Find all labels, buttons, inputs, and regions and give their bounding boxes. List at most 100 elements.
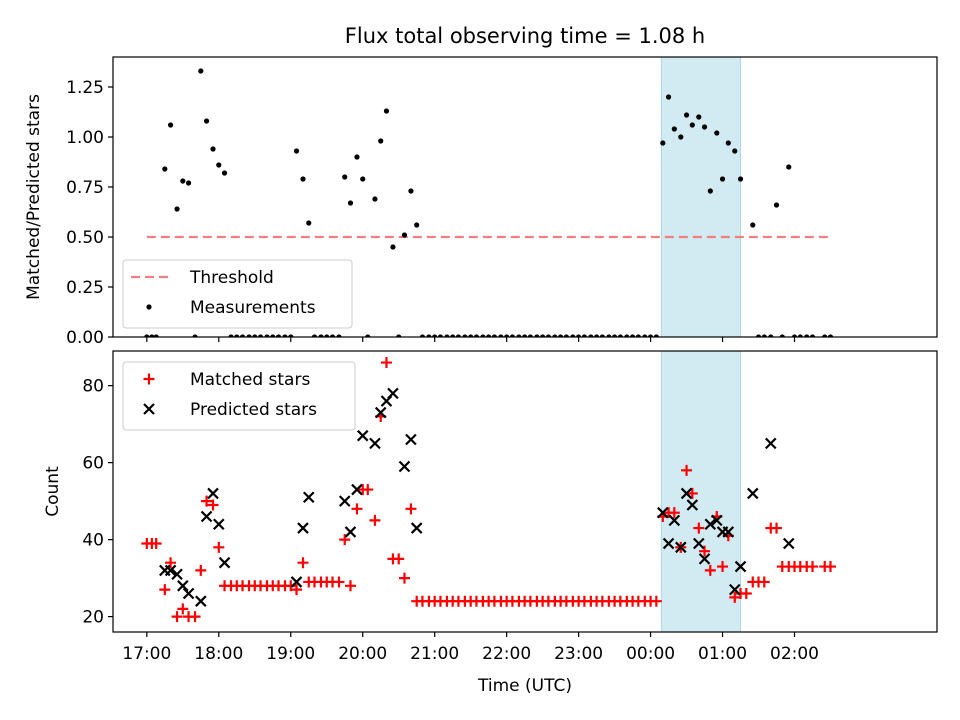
measurement-point bbox=[552, 334, 558, 337]
measurement-point bbox=[486, 334, 492, 337]
predicted-star-marker bbox=[698, 553, 711, 565]
matched-star-marker bbox=[333, 576, 345, 588]
bottom-panel: 20 40 60 80 17:00 18:00 19:00 20:00 21:00 22:00 23… bbox=[43, 350, 938, 664]
measurement-point bbox=[629, 334, 636, 337]
matched-star-marker bbox=[405, 503, 417, 515]
measurement-point bbox=[581, 334, 587, 337]
measurement-point bbox=[426, 334, 432, 337]
measurement-point bbox=[288, 334, 294, 337]
matched-star-marker bbox=[717, 561, 729, 573]
predicted-star-marker bbox=[164, 564, 177, 577]
predicted-star-marker bbox=[662, 537, 675, 550]
measurement-point bbox=[707, 188, 713, 194]
measurement-point bbox=[660, 140, 666, 146]
matched-star-marker bbox=[150, 537, 162, 549]
matched-star-marker bbox=[393, 553, 405, 565]
predicted-star-marker bbox=[711, 514, 723, 527]
measurement-point bbox=[282, 334, 288, 337]
measurement-point bbox=[522, 334, 528, 337]
predicted-star-marker bbox=[344, 526, 357, 538]
predicted-star-marker bbox=[297, 522, 309, 534]
measurement-point bbox=[365, 334, 371, 337]
legend-predicted-swatch bbox=[143, 403, 155, 415]
measurement-point bbox=[360, 176, 366, 182]
matched-star-marker bbox=[740, 588, 752, 600]
measurement-point bbox=[234, 334, 240, 337]
measurement-point bbox=[228, 334, 234, 337]
matched-star-marker bbox=[207, 499, 219, 511]
measurement-point bbox=[198, 68, 204, 74]
measurement-point bbox=[768, 334, 774, 337]
measurement-point bbox=[318, 334, 324, 337]
measurement-point bbox=[252, 334, 258, 337]
measurement-point bbox=[516, 334, 522, 337]
y-tick-label: 40 bbox=[82, 531, 104, 551]
x-tick-label: 19:00 bbox=[266, 644, 315, 664]
measurement-point bbox=[653, 334, 659, 337]
matched-star-marker bbox=[339, 534, 351, 546]
measurement-point bbox=[558, 334, 564, 337]
measurement-point bbox=[347, 200, 354, 206]
matched-star-marker bbox=[291, 584, 303, 596]
measurement-point bbox=[167, 122, 174, 128]
measurement-point bbox=[732, 148, 738, 154]
legend-box bbox=[122, 259, 353, 329]
measurement-point bbox=[725, 140, 731, 146]
y-axis-label: Count bbox=[43, 466, 63, 517]
axes-frame bbox=[112, 56, 938, 338]
measurement-point bbox=[504, 334, 510, 337]
measurement-point bbox=[210, 146, 216, 152]
measurement-point bbox=[563, 334, 569, 337]
predicted-star-marker bbox=[195, 595, 207, 607]
matched-star-marker bbox=[807, 561, 818, 573]
predicted-star-marker bbox=[782, 537, 795, 550]
measurement-point bbox=[779, 334, 785, 337]
predicted-star-marker bbox=[177, 580, 189, 592]
matched-star-marker bbox=[165, 557, 177, 569]
matched-star-marker bbox=[380, 357, 392, 369]
x-tick-label: 01:00 bbox=[698, 644, 747, 664]
measurement-point bbox=[414, 222, 420, 228]
predicted-star-marker bbox=[171, 568, 183, 581]
plot-area bbox=[141, 357, 836, 623]
measurement-point bbox=[462, 334, 468, 337]
matched-star-marker bbox=[699, 545, 711, 557]
measurement-point bbox=[329, 334, 336, 337]
measurement-point bbox=[617, 334, 623, 337]
plot-area bbox=[144, 68, 834, 337]
measurement-point bbox=[468, 334, 474, 337]
predicted-stars-series bbox=[159, 387, 795, 607]
measurement-point bbox=[396, 334, 402, 337]
predicted-star-marker bbox=[680, 487, 693, 500]
matched-star-marker bbox=[201, 495, 213, 507]
predicted-star-marker bbox=[218, 556, 231, 569]
matched-stars-series bbox=[141, 357, 836, 623]
measurement-point bbox=[689, 122, 695, 128]
measurement-point bbox=[437, 334, 444, 337]
measurement-point bbox=[372, 196, 378, 202]
measurement-point bbox=[797, 334, 803, 337]
matched-star-marker bbox=[195, 564, 207, 576]
measurement-point bbox=[696, 114, 702, 120]
matched-star-marker bbox=[297, 557, 309, 569]
predicted-star-marker bbox=[675, 541, 687, 554]
y-tick-label: 60 bbox=[82, 454, 104, 474]
measurement-point bbox=[719, 176, 726, 182]
measurement-point bbox=[221, 170, 228, 176]
y-tick-label: 20 bbox=[82, 608, 104, 628]
matched-star-marker bbox=[285, 580, 297, 592]
measurement-point bbox=[401, 232, 408, 238]
predicted-star-marker bbox=[722, 526, 735, 538]
matched-star-marker bbox=[171, 611, 183, 623]
predicted-star-marker bbox=[668, 514, 681, 527]
predicted-star-marker bbox=[290, 576, 303, 588]
measurement-point bbox=[773, 202, 780, 208]
measurement-point bbox=[737, 176, 744, 182]
measurement-point bbox=[408, 188, 414, 194]
measurement-point bbox=[509, 334, 516, 337]
x-tick-label: 17:00 bbox=[122, 644, 171, 664]
legend-label: Threshold bbox=[189, 268, 274, 288]
measurement-point bbox=[306, 220, 312, 226]
measurement-point bbox=[665, 94, 672, 100]
